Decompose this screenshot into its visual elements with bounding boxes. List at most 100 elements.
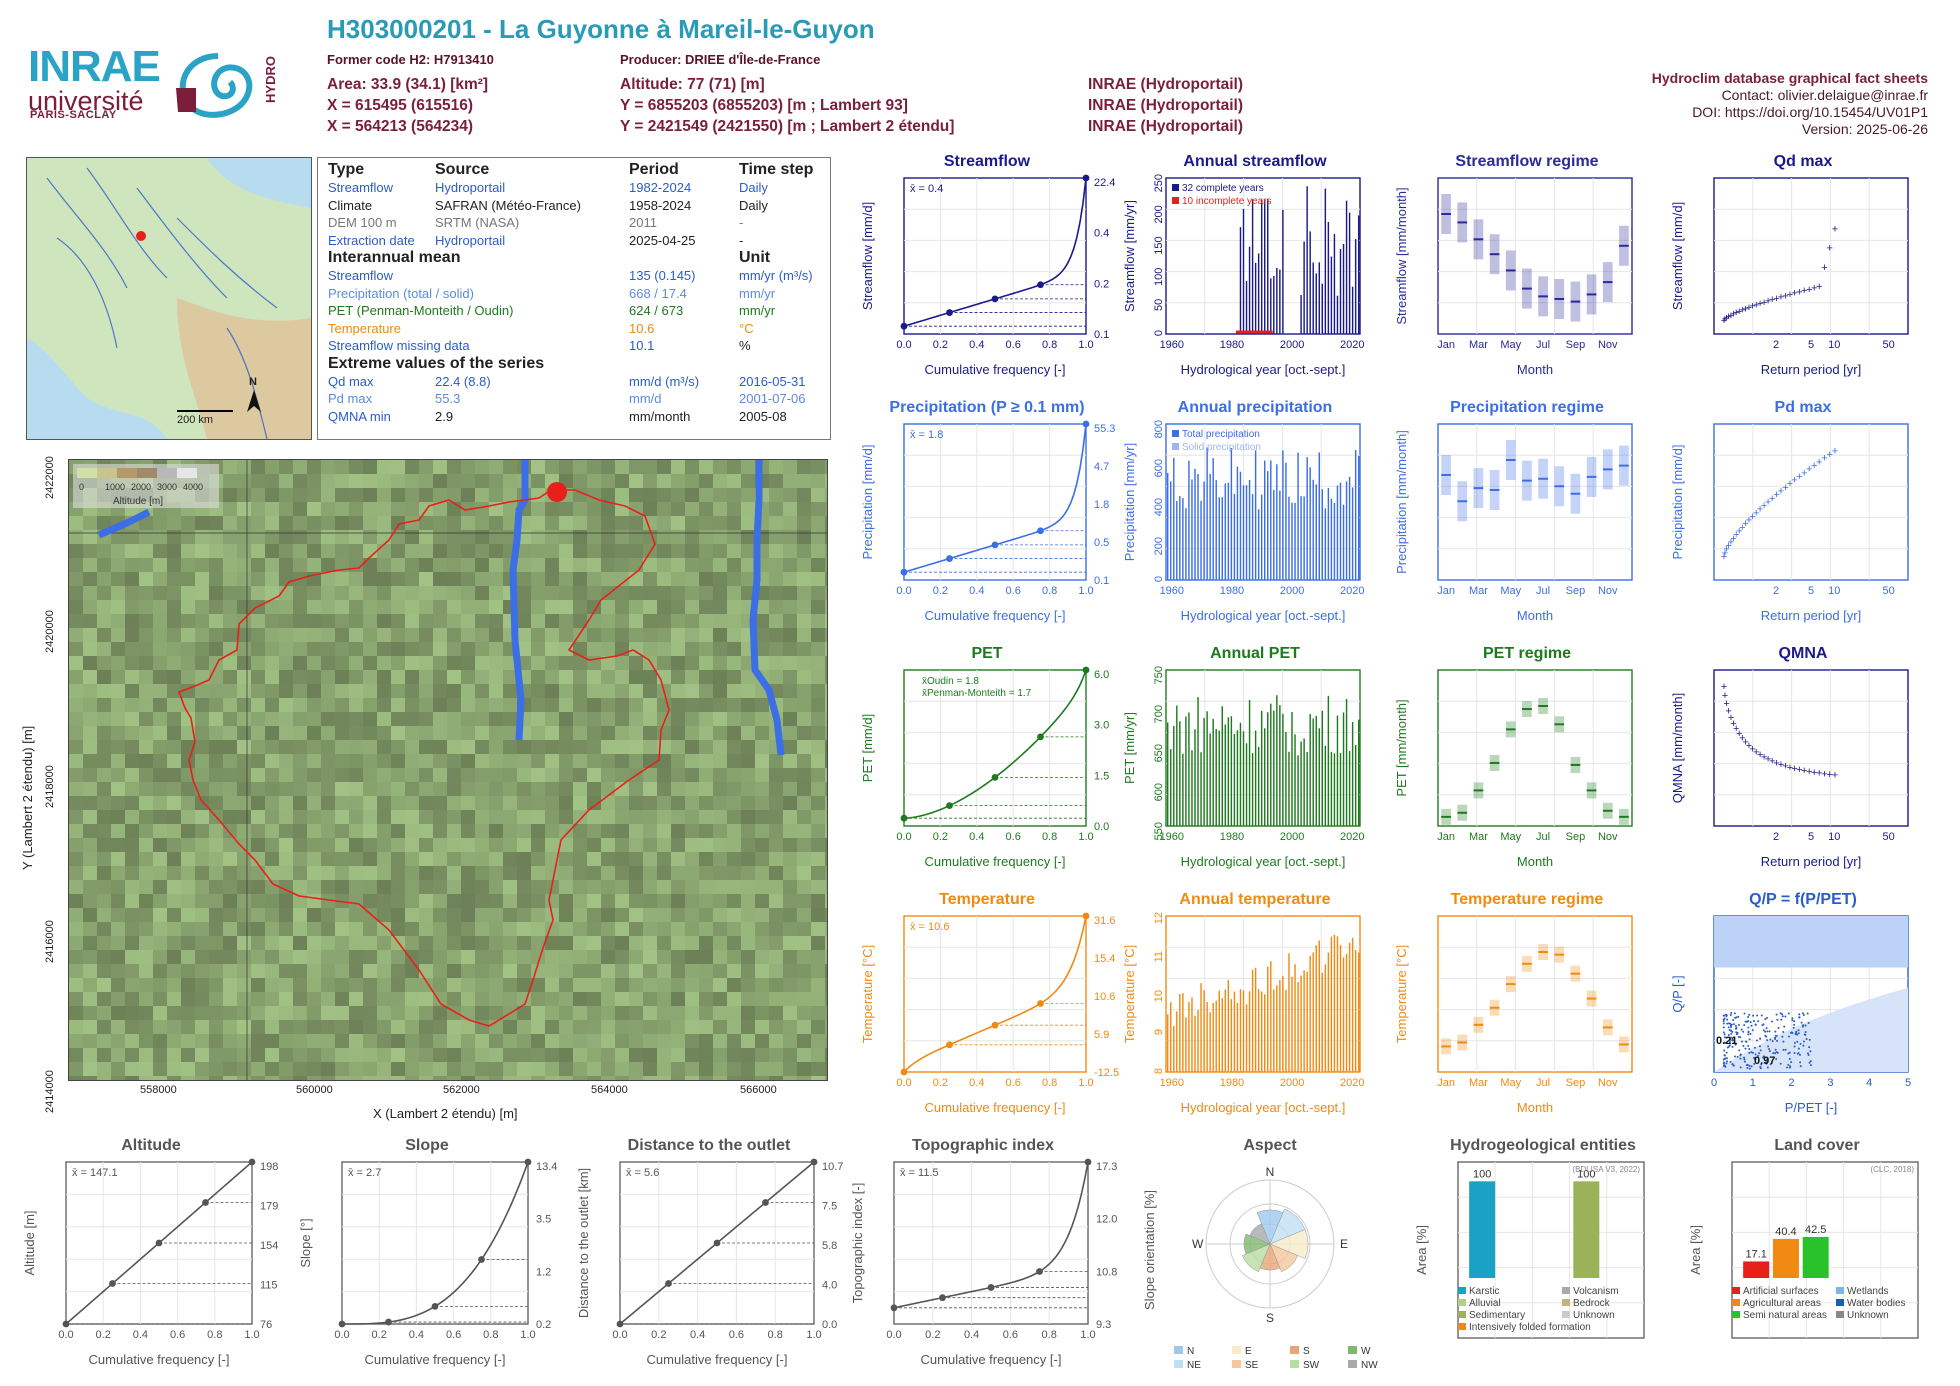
map-cell <box>153 600 167 614</box>
map-cell <box>167 922 181 936</box>
map-cell <box>251 950 265 964</box>
map-cell <box>111 656 125 670</box>
map-cell <box>629 866 643 880</box>
map-cell <box>531 1020 545 1034</box>
map-cell <box>615 544 629 558</box>
map-cell <box>671 768 685 782</box>
map-cell <box>755 922 769 936</box>
map-cell <box>573 642 587 656</box>
annual-bar <box>1321 283 1324 334</box>
map-cell <box>405 544 419 558</box>
map-cell <box>307 670 321 684</box>
map-cell <box>559 922 573 936</box>
map-cell <box>405 600 419 614</box>
map-cell <box>615 1006 629 1020</box>
map-cell <box>377 558 391 572</box>
map-cell <box>559 852 573 866</box>
map-cell <box>419 922 433 936</box>
map-cell <box>321 656 335 670</box>
map-cell <box>447 586 461 600</box>
map-cell <box>461 950 475 964</box>
map-cell <box>699 978 713 992</box>
legend-label: Karstic <box>1469 1286 1500 1297</box>
annual-bar <box>1167 1014 1169 1072</box>
map-cell <box>251 880 265 894</box>
map-cell <box>377 656 391 670</box>
annual-bar <box>1233 991 1236 1072</box>
annual-bar <box>1309 955 1311 1072</box>
x-tick-label: 2000 <box>1280 585 1304 597</box>
map-cell <box>237 1034 251 1048</box>
map-cell <box>783 530 797 544</box>
map-cell <box>741 852 755 866</box>
map-cell <box>671 698 685 712</box>
map-cell <box>139 1076 153 1080</box>
map-cell <box>195 1076 209 1080</box>
map-cell <box>811 894 825 908</box>
map-cell <box>251 712 265 726</box>
map-cell <box>531 768 545 782</box>
map-cell <box>293 894 307 908</box>
map-cell <box>349 1006 363 1020</box>
map-cell <box>503 978 517 992</box>
qp-point <box>1729 1025 1732 1028</box>
map-cell <box>363 586 377 600</box>
annual-bar <box>1318 262 1320 334</box>
map-cell <box>111 558 125 572</box>
map-cell <box>391 712 405 726</box>
map-cell <box>503 754 517 768</box>
map-cell <box>349 684 363 698</box>
map-cell <box>727 1006 741 1020</box>
qp-point <box>1787 1063 1790 1066</box>
map-cell <box>125 572 139 586</box>
map-cell <box>517 614 531 628</box>
map-cell <box>279 488 293 502</box>
map-cell <box>699 880 713 894</box>
map-cell <box>181 586 195 600</box>
map-cell <box>587 992 601 1006</box>
map-cell <box>657 488 671 502</box>
map-cell <box>503 1020 517 1034</box>
map-cell <box>83 516 97 530</box>
y-lambert2: Y = 2421549 (2421550) [m ; Lambert 2 éte… <box>620 118 955 135</box>
map-cell <box>657 474 671 488</box>
map-cell <box>251 740 265 754</box>
map-cell <box>489 642 503 656</box>
map-cell <box>83 1006 97 1020</box>
map-cell <box>573 908 587 922</box>
qp-point <box>1808 1038 1811 1041</box>
map-cell <box>139 768 153 782</box>
map-cell <box>139 936 153 950</box>
map-cell <box>713 516 727 530</box>
map-cell <box>797 1062 811 1076</box>
map-cell <box>531 628 545 642</box>
qp-point <box>1788 1066 1791 1069</box>
map-cell <box>503 908 517 922</box>
map-cell <box>713 726 727 740</box>
qp-point <box>1799 1061 1802 1064</box>
map-cell <box>265 894 279 908</box>
annual-bar <box>1279 980 1281 1072</box>
map-cell <box>167 698 181 712</box>
map-cell <box>545 698 559 712</box>
map-cell <box>405 908 419 922</box>
map-cell <box>83 684 97 698</box>
contact[interactable]: Contact: olivier.delaigue@inrae.fr <box>1721 87 1928 103</box>
map-cell <box>321 796 335 810</box>
map-cell <box>755 978 769 992</box>
map-cell <box>517 964 531 978</box>
legend-tick: 3000 <box>157 482 177 492</box>
annual-bar <box>1267 712 1269 826</box>
map-cell <box>825 824 827 838</box>
map-cell <box>545 838 559 852</box>
map-cell <box>69 992 83 1006</box>
return-period-point: + <box>1832 445 1838 457</box>
map-cell <box>713 1048 727 1062</box>
map-cell <box>363 1034 377 1048</box>
map-cell <box>713 852 727 866</box>
x-tick-label: 3 <box>1827 1077 1833 1089</box>
doi-link[interactable]: DOI: https://doi.org/10.15454/UV01P1 <box>1692 104 1928 120</box>
map-cell <box>769 866 783 880</box>
cell: - <box>739 232 744 248</box>
map-cell <box>69 726 83 740</box>
